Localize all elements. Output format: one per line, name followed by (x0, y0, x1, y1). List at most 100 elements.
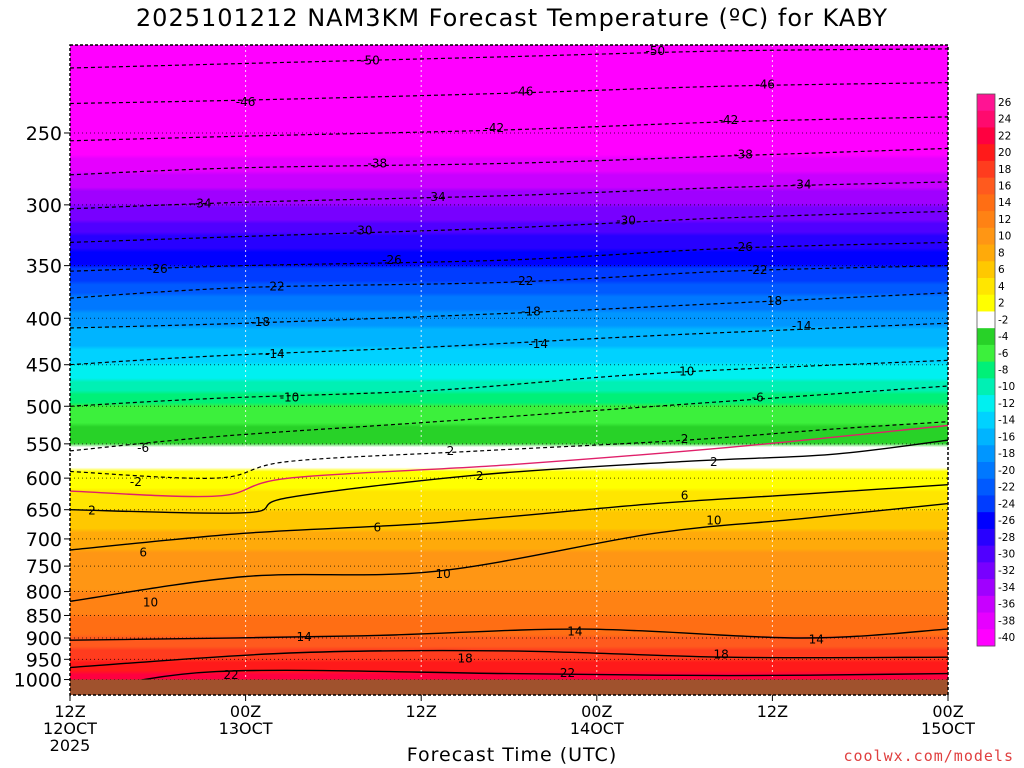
contour-group (70, 48, 948, 695)
colorbar-label: 6 (998, 264, 1005, 276)
contour-label: -22 (748, 263, 768, 277)
plot-frame (69, 44, 949, 696)
colorbar-swatch (977, 278, 995, 296)
contour-label: 6 (139, 546, 147, 560)
colorbar-label: -20 (998, 465, 1015, 477)
contour-minus2 (70, 421, 948, 479)
colorbar-label: 12 (998, 214, 1011, 226)
y-tick-label: 700 (26, 529, 62, 551)
colorbar-label: -34 (998, 582, 1015, 594)
colorbar-label: 20 (998, 147, 1011, 159)
colorbar-label: 18 (998, 164, 1011, 176)
x-tick-label: 2025 (50, 736, 91, 755)
ground-surface (70, 679, 948, 695)
colorbar-label: 4 (998, 281, 1005, 293)
colorbar-swatch (977, 227, 995, 246)
contour-label: 2 (681, 432, 689, 446)
y-tick-label: 300 (26, 195, 62, 217)
colorbar-swatch (977, 395, 995, 413)
contour-label: -34 (192, 197, 212, 211)
contour-label: -18 (250, 315, 270, 329)
contour-label: 18 (714, 647, 729, 661)
colorbar-label: -4 (998, 331, 1009, 343)
contour-label: -2 (130, 475, 142, 489)
contour-label: 22 (223, 668, 238, 682)
colorbar-label: -10 (998, 381, 1015, 393)
x-tick-label: 00Z (230, 702, 261, 721)
contour-label: -10 (280, 390, 300, 404)
contour-label: -26 (148, 262, 168, 276)
colorbar-swatch (977, 261, 995, 279)
x-tick-label: 00Z (581, 702, 612, 721)
colorbar-label: 26 (998, 97, 1012, 109)
colorbar-swatch (977, 144, 995, 162)
contour-label: -26 (382, 253, 402, 267)
contour-label: -18 (521, 304, 541, 318)
colorbar-label: -28 (998, 532, 1015, 544)
colorbar-label: -2 (998, 314, 1008, 326)
colorbar-swatch (977, 462, 995, 480)
colorbar-swatch (977, 445, 995, 463)
colorbar-label: -40 (998, 632, 1015, 644)
contour-label: -38 (733, 147, 753, 161)
y-tick-label: 850 (26, 605, 62, 627)
grid-lines (70, 45, 948, 695)
contour-minus22 (70, 265, 948, 299)
colorbar-swatch (977, 194, 995, 212)
contour-minus18 (70, 292, 948, 329)
temperature-fill (70, 45, 948, 695)
contour-22 (70, 669, 948, 695)
x-tick-label: 00Z (932, 702, 963, 721)
contour-label: 2 (710, 455, 718, 469)
contour-minus42 (70, 116, 948, 142)
colorbar-swatch (977, 127, 995, 145)
colorbar-swatch (977, 110, 995, 128)
contour-label: 22 (560, 666, 575, 680)
colorbar-swatch (977, 378, 995, 396)
x-tick-label: 12Z (54, 702, 85, 721)
colorbar-swatch (977, 411, 995, 430)
colorbar-swatch (977, 478, 995, 496)
contour-label: 18 (457, 651, 472, 665)
axes: 2503003504004505005506006507007508008509… (14, 44, 975, 755)
y-tick-label: 600 (26, 468, 62, 490)
y-tick-label: 1000 (14, 670, 62, 692)
colorbar-label: -6 (998, 348, 1009, 360)
colorbar-swatch (977, 361, 995, 379)
colorbar-swatch (977, 211, 995, 229)
contour-label: -46 (514, 84, 534, 98)
y-tick-label: 500 (26, 396, 62, 418)
colorbar-label: 10 (998, 231, 1011, 243)
contour-label: 10 (706, 513, 721, 527)
contour-minus30 (70, 210, 948, 243)
colorbar-label: -14 (998, 415, 1015, 427)
contour-18 (70, 649, 948, 669)
contour-label: -34 (426, 190, 446, 204)
ground-layer (70, 679, 948, 695)
contour-label: -42 (719, 113, 739, 127)
colorbar-label: -16 (998, 431, 1015, 443)
contour-minus46 (70, 82, 948, 105)
colorbar-swatch (977, 428, 995, 446)
contour-minus10 (70, 359, 948, 407)
colorbar-swatch (977, 328, 995, 346)
contour-label: -30 (353, 223, 373, 237)
x-axis-label: Forecast Time (UTC) (406, 744, 618, 766)
contour-minus26 (70, 241, 948, 272)
y-tick-label: 950 (26, 649, 62, 671)
colorbar-swatch (977, 495, 995, 513)
contour-label: 14 (809, 632, 824, 646)
credit-text: coolwx.com/models (843, 747, 1014, 765)
contour-10 (70, 502, 948, 602)
colorbar-label: 14 (998, 197, 1012, 209)
colorbar-label: -26 (998, 515, 1015, 527)
colorbar-swatch (977, 528, 995, 547)
contour-label: 14 (567, 624, 582, 638)
y-tick-label: 650 (26, 500, 62, 522)
contour-label: -10 (675, 365, 695, 379)
x-tick-label: 12Z (406, 702, 437, 721)
colorbar-swatch (977, 294, 995, 312)
x-tick-label: 13OCT (219, 719, 273, 738)
contour-14 (70, 628, 948, 641)
